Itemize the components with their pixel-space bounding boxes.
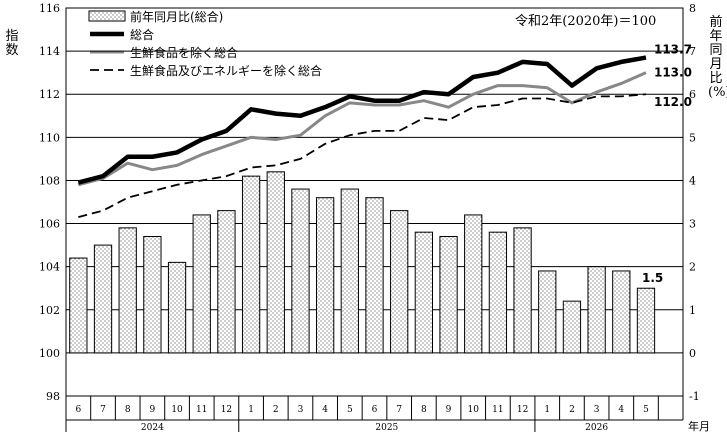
y-axis-left-label: 指数 <box>5 29 19 58</box>
y-left-tick-label: 106 <box>39 218 60 231</box>
y-right-tick-label: -1 <box>689 390 700 403</box>
month-label: 11 <box>492 405 503 415</box>
line-end-label: 112.0 <box>654 95 692 109</box>
legend-swatch <box>90 50 124 54</box>
month-label: 2 <box>569 405 575 415</box>
bar <box>390 210 409 354</box>
bar <box>167 261 187 354</box>
bar <box>143 235 162 354</box>
y-right-tick-label: 4 <box>689 174 696 187</box>
y-left-tick-label: 114 <box>39 45 60 58</box>
legend-item: 生鮮食品及びエネルギーを除く総合 <box>88 62 322 78</box>
y-right-tick-label: 3 <box>689 218 696 231</box>
bar <box>241 175 261 354</box>
year-label: 2024 <box>141 423 164 433</box>
legend-label: 総合 <box>130 27 155 42</box>
bar <box>291 188 310 354</box>
month-label: 4 <box>618 405 624 415</box>
month-label: 1 <box>248 405 254 415</box>
y-left-tick-label: 112 <box>39 88 60 101</box>
bar <box>587 266 606 354</box>
legend-label: 前年同月比(総合) <box>130 9 224 24</box>
bar <box>636 287 656 354</box>
y-right-tick-label: 5 <box>689 131 696 144</box>
month-label: 3 <box>594 405 600 415</box>
month-label: 8 <box>125 405 131 415</box>
month-label: 8 <box>421 405 427 415</box>
legend-label: 生鮮食品及びエネルギーを除く総合 <box>130 63 323 78</box>
month-label: 7 <box>396 405 402 415</box>
month-label: 9 <box>446 405 452 415</box>
month-label: 6 <box>75 405 81 415</box>
bar <box>562 300 582 354</box>
base-year-note: 令和2年(2020年)＝100 <box>515 14 657 29</box>
bar-end-label: 1.5 <box>642 271 663 285</box>
bar <box>340 188 359 354</box>
y-axis-right-label: 前年同月比(%) <box>708 15 727 100</box>
y-left-tick-label: 100 <box>39 347 60 360</box>
y-right-tick-label: 7 <box>689 45 696 58</box>
bar <box>439 235 458 354</box>
legend-swatch <box>90 31 124 37</box>
y-right-tick-label: 2 <box>689 261 696 274</box>
month-label: 12 <box>517 405 528 415</box>
legend-swatch <box>88 10 126 22</box>
bar <box>538 270 557 354</box>
bar <box>266 171 285 354</box>
bar <box>488 231 508 354</box>
y-left-tick-label: 116 <box>39 2 60 15</box>
month-label: 4 <box>322 405 328 415</box>
y-right-tick-label: 1 <box>689 304 696 317</box>
legend: 前年同月比(総合) 総合生鮮食品を除く総合生鮮食品及びエネルギーを除く総合 <box>88 8 322 80</box>
month-label: 5 <box>347 405 353 415</box>
line-end-label: 113.7 <box>654 43 692 57</box>
series-line <box>77 71 647 187</box>
y-left-tick-label: 98 <box>46 390 60 403</box>
legend-item: 総合 <box>88 26 322 42</box>
year-label: 2026 <box>585 423 608 433</box>
legend-swatch <box>90 69 124 71</box>
month-label: 10 <box>467 405 479 415</box>
bar <box>365 197 384 354</box>
month-label: 9 <box>150 405 156 415</box>
y-left-tick-label: 110 <box>39 131 60 144</box>
series-line <box>78 93 647 218</box>
legend-item: 生鮮食品を除く総合 <box>88 44 322 60</box>
month-label: 12 <box>221 405 232 415</box>
month-label: 11 <box>196 405 207 415</box>
y-left-tick-label: 102 <box>39 304 60 317</box>
bar <box>217 210 236 354</box>
bar <box>118 227 137 354</box>
bar <box>69 257 88 354</box>
bar <box>93 244 113 354</box>
legend-item: 前年同月比(総合) <box>88 8 322 24</box>
plot-frame <box>65 7 684 397</box>
month-label: 5 <box>643 405 649 415</box>
bar <box>316 197 335 354</box>
bar <box>513 227 532 354</box>
y-right-tick-label: 0 <box>689 347 696 360</box>
bar <box>192 214 211 354</box>
bar <box>414 231 433 354</box>
x-axis-unit: 年月 <box>688 420 710 433</box>
month-label: 2 <box>273 405 279 415</box>
month-label: 10 <box>171 405 183 415</box>
y-right-tick-label: 6 <box>689 88 696 101</box>
y-left-tick-label: 108 <box>39 174 60 187</box>
legend-label: 生鮮食品を除く総合 <box>130 45 239 60</box>
month-label: 3 <box>298 405 304 415</box>
y-right-tick-label: 8 <box>689 2 696 15</box>
bar <box>464 214 483 354</box>
series-line <box>77 55 647 185</box>
year-label: 2025 <box>375 423 398 433</box>
month-label: 7 <box>100 405 106 415</box>
y-left-tick-label: 104 <box>39 261 60 274</box>
line-end-label: 113.0 <box>654 66 692 80</box>
month-label: 1 <box>544 405 550 415</box>
bar <box>612 270 631 354</box>
month-label: 6 <box>372 405 378 415</box>
